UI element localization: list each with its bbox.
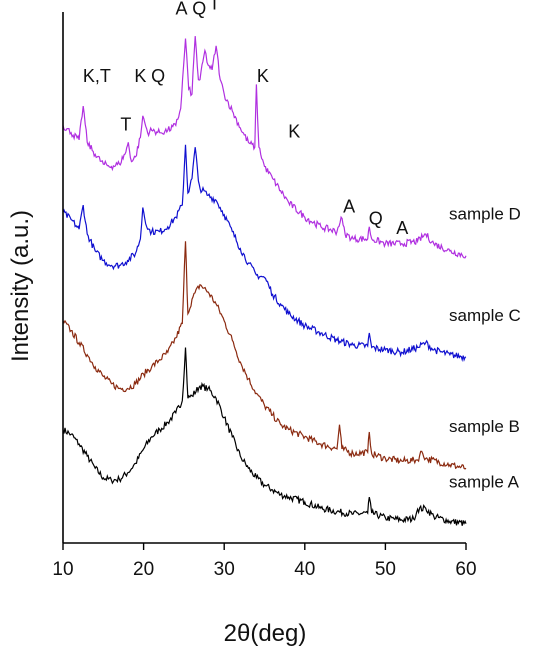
series-line-sample-d	[62, 36, 467, 259]
series-line-sample-b	[62, 241, 467, 470]
series-label-sample-b: sample B	[449, 417, 520, 436]
x-tick-label: 50	[375, 559, 396, 580]
x-tick-label: 20	[133, 559, 154, 580]
peak-label: Q	[369, 208, 383, 228]
series-layer	[62, 36, 467, 526]
peak-label: A	[343, 196, 355, 216]
x-tick-label: 10	[52, 559, 73, 580]
peak-label: A	[175, 0, 187, 18]
peak-label: Q	[151, 66, 165, 86]
peak-label: K	[257, 66, 269, 86]
peak-label: A	[396, 218, 408, 238]
y-axis-title: Intensity (a.u.)	[7, 210, 34, 362]
x-tick-label: 60	[455, 559, 476, 580]
series-label-sample-d: sample D	[449, 205, 521, 224]
peak-label: T	[209, 0, 220, 14]
peak-label: K	[134, 66, 146, 86]
peak-label: K	[288, 122, 300, 142]
x-tick-label: 30	[214, 559, 235, 580]
x-axis-title: 2θ(deg)	[224, 620, 307, 647]
series-labels: sample A sample B sample C sample D	[449, 205, 521, 492]
series-label-sample-a: sample A	[449, 473, 520, 492]
peak-label: K,T	[83, 66, 111, 86]
x-ticks: 10 20 30 40 50 60	[52, 543, 477, 580]
axes	[62, 12, 466, 544]
series-line-sample-a	[62, 347, 467, 526]
peak-label: T	[120, 114, 131, 134]
peak-label: Q	[192, 0, 206, 18]
series-line-sample-c	[62, 144, 467, 362]
series-label-sample-c: sample C	[449, 306, 521, 325]
x-tick-label: 40	[294, 559, 315, 580]
